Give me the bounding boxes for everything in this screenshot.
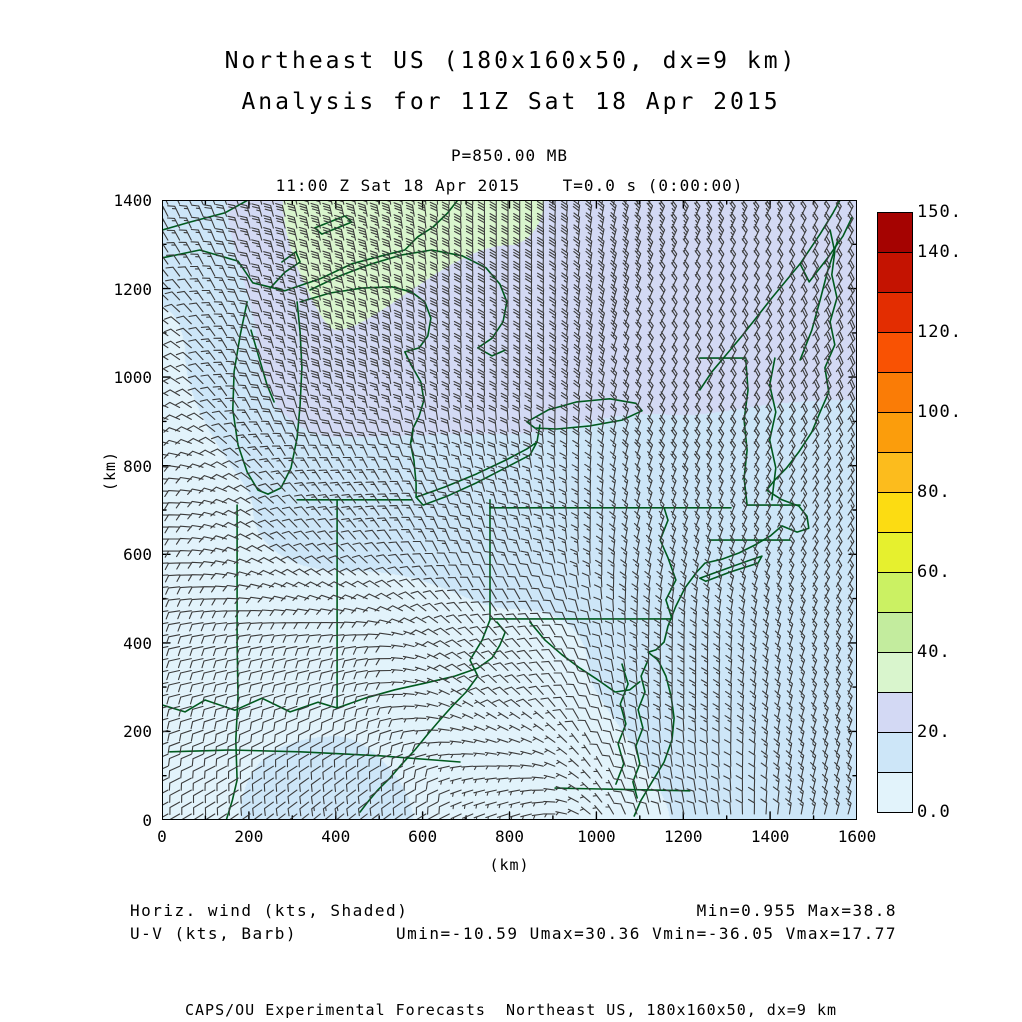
colorbar-segment <box>877 612 913 653</box>
colorbar-label: 150. <box>917 202 962 222</box>
outline-chesapeake-bay-east <box>632 659 649 799</box>
valid-time-label: 11:00 Z Sat 18 Apr 2015 T=0.0 s (0:00:00… <box>275 176 744 195</box>
colorbar-segment <box>877 372 913 413</box>
colorbar-segment <box>877 292 913 333</box>
y-tick-label: 200 <box>123 722 152 742</box>
outline-nj-delmarva-coast <box>633 571 698 817</box>
y-tick-label: 0 <box>142 811 152 830</box>
colorbar-label: 100. <box>917 402 962 422</box>
x-tick-label: 1600 <box>837 827 877 846</box>
colorbar-label: 40. <box>917 642 951 662</box>
wind-barbs <box>162 200 856 820</box>
x-tick-label: 200 <box>234 827 264 846</box>
colorbar-segment <box>877 532 913 573</box>
wind-speed-shading-canvas <box>162 200 857 820</box>
map-overlay-svg <box>162 200 857 820</box>
colorbar-segment <box>877 772 913 813</box>
x-tick-label: 600 <box>408 827 438 846</box>
outline-green-bay <box>250 329 275 403</box>
x-tick-label: 400 <box>321 827 351 846</box>
y-tick-label: 400 <box>123 633 152 653</box>
outline-vermont-nh-border <box>768 357 777 501</box>
x-axis-unit-label: (km) <box>489 856 530 874</box>
colorbar-label: 60. <box>917 562 951 582</box>
colorbar-segment <box>877 332 913 373</box>
y-axis-unit-label: (km) <box>101 450 119 492</box>
barb-field-legend: U-V (kts, Barb) <box>130 924 297 943</box>
y-tick-label: 600 <box>123 545 152 565</box>
footer-credit: CAPS/OU Experimental Forecasts Northeast… <box>185 1001 837 1019</box>
uv-minmax-stats: Umin=-10.59 Umax=30.36 Vmin=-36.05 Vmax=… <box>396 924 897 943</box>
outline-potomac-river <box>529 621 641 693</box>
x-tick-label: 0 <box>157 827 167 846</box>
y-tick-label: 1400 <box>113 191 152 210</box>
x-tick-label: 800 <box>495 827 524 846</box>
x-tick-label: 1400 <box>750 827 790 846</box>
pressure-level-label: P=850.00 MB <box>451 146 568 165</box>
outline-long-island <box>699 555 763 583</box>
outline-illinois-indiana-border <box>225 504 239 820</box>
outline-maine-west-border <box>799 239 839 361</box>
outline-virginia-nc-border <box>554 787 691 792</box>
colorbar-segment <box>877 412 913 453</box>
outline-st-lawrence-north <box>699 200 841 391</box>
colorbar-segment <box>877 572 913 613</box>
colorbar-label: 0.0 <box>917 802 951 822</box>
minmax-stats: Min=0.955 Max=38.8 <box>696 901 897 920</box>
colorbar-segment <box>877 252 913 293</box>
colorbar-label: 80. <box>917 482 951 502</box>
y-tick-label: 1000 <box>113 368 152 388</box>
page-title-line2: Analysis for 11Z Sat 18 Apr 2015 <box>241 89 781 115</box>
colorbar-label: 140. <box>917 242 962 262</box>
outline-detroit-river <box>409 427 417 498</box>
page-title-line1: Northeast US (180x160x50, dx=9 km) <box>224 48 798 74</box>
colorbar-label: 120. <box>917 322 962 342</box>
colorbar-segment <box>877 732 913 773</box>
y-tick-label: 800 <box>123 456 152 476</box>
outline-lake-erie <box>415 441 538 506</box>
colorbar-segment <box>877 492 913 533</box>
colorbar-segment <box>877 652 913 693</box>
outline-chesapeake-bay-west <box>615 663 629 785</box>
outline-westvirginia-virginia-border <box>359 619 491 813</box>
colorbar-segment <box>877 212 913 253</box>
y-tick-label: 1200 <box>113 279 152 299</box>
colorbar-segment <box>877 692 913 733</box>
outline-delaware-river <box>659 507 677 620</box>
shaded-field-legend: Horiz. wind (kts, Shaded) <box>130 901 409 920</box>
colorbar-segment <box>877 452 913 493</box>
x-tick-label: 1200 <box>663 827 703 846</box>
plot-frame <box>162 200 857 820</box>
colorbar-label: 20. <box>917 722 951 742</box>
x-tick-label: 1000 <box>577 827 616 846</box>
